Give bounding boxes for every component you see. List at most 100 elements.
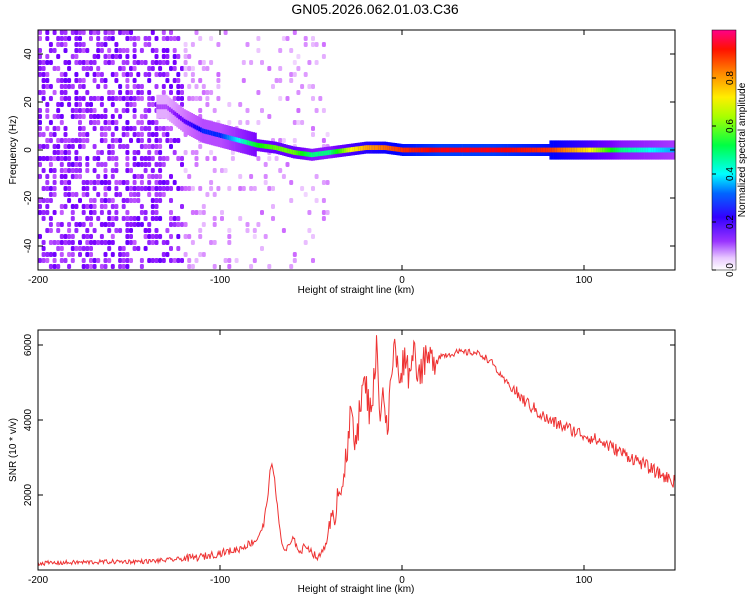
heatmap-cell	[118, 114, 123, 119]
ridge-core	[289, 149, 292, 154]
heatmap-cell	[59, 84, 64, 89]
ridge-core	[462, 147, 465, 153]
heatmap-cell	[256, 90, 261, 95]
heatmap-cell	[99, 102, 104, 107]
heatmap-cell	[205, 192, 210, 197]
heatmap-cell	[150, 156, 155, 161]
heatmap-cell	[70, 168, 75, 173]
heatmap-cell	[114, 42, 119, 47]
heatmap-cell	[154, 162, 159, 167]
heatmap-cell	[289, 48, 294, 53]
heatmap-cell	[180, 66, 184, 71]
colorbar-tick-label: 0.8	[725, 71, 736, 85]
heatmap-cell	[212, 168, 217, 173]
heatmap-cell	[52, 180, 57, 185]
heatmap-cell	[125, 216, 130, 221]
ridge-core	[642, 147, 645, 153]
heatmap-cell	[70, 162, 75, 167]
ridge-core	[485, 147, 488, 153]
heatmap-cell	[212, 108, 217, 113]
heatmap-cell	[48, 228, 53, 233]
heatmap-cell	[59, 234, 64, 239]
heatmap-cell	[63, 204, 68, 209]
ridge-core	[629, 147, 632, 153]
heatmap-cell	[45, 60, 50, 65]
heatmap-cell	[132, 102, 137, 107]
heatmap-cell	[114, 126, 119, 131]
heatmap-cell	[169, 90, 173, 95]
ridge-core	[336, 149, 339, 154]
ridge-core	[567, 147, 570, 153]
ridge-core	[400, 147, 403, 153]
heatmap-cell	[41, 240, 46, 245]
heatmap-cell	[158, 174, 163, 179]
heatmap-cell	[147, 90, 152, 95]
ridge-core	[205, 129, 208, 135]
heatmap-cell	[136, 216, 141, 221]
heatmap-cell	[85, 216, 90, 221]
ridge-core	[585, 147, 588, 153]
heatmap-cell	[125, 198, 130, 203]
heatmap-cell	[281, 174, 286, 179]
heatmap-cell	[92, 228, 97, 233]
ridge-core	[493, 147, 496, 153]
heatmap-cell	[154, 204, 159, 209]
ridge-core	[522, 147, 525, 153]
heatmap-cell	[147, 102, 152, 107]
heatmap-cell	[180, 162, 184, 167]
heatmap-cell	[56, 264, 61, 269]
ridge-core	[449, 147, 452, 153]
ridge-core	[341, 148, 345, 154]
heatmap-cell	[121, 72, 126, 77]
heatmap-cell	[121, 216, 126, 221]
heatmap-cell	[92, 144, 97, 149]
heatmap-cell	[85, 48, 90, 53]
heatmap-cell	[161, 192, 166, 197]
ridge-core	[582, 147, 585, 153]
heatmap-cell	[67, 156, 72, 161]
ridge-core	[292, 150, 295, 155]
heatmap-cell	[81, 180, 86, 185]
heatmap-cell	[129, 66, 133, 71]
heatmap-cell	[85, 102, 90, 107]
heatmap-cell	[169, 234, 173, 239]
heatmap-cell	[56, 246, 61, 251]
heatmap-cell	[220, 210, 224, 215]
heatmap-cell	[256, 156, 261, 161]
heatmap-cell	[183, 60, 188, 65]
heatmap-cell	[143, 162, 148, 167]
heatmap-cell	[260, 60, 264, 65]
heatmap-cell	[52, 48, 57, 53]
heatmap-cell	[41, 66, 46, 71]
heatmap-cell	[278, 48, 283, 53]
colorbar-tick-label: 0.2	[725, 215, 736, 229]
ridge-core	[240, 138, 243, 144]
heatmap-cell	[139, 84, 144, 89]
heatmap-cell	[216, 84, 221, 89]
heatmap-cell	[118, 66, 123, 71]
heatmap-cell	[183, 222, 188, 227]
heatmap-cell	[150, 66, 155, 71]
heatmap-cell	[63, 258, 68, 263]
heatmap-cell	[99, 222, 104, 227]
ridge-core	[565, 147, 568, 153]
heatmap-cell	[121, 258, 126, 263]
heatmap-cell	[249, 264, 254, 269]
heatmap-cell	[136, 60, 141, 65]
heatmap-cell	[139, 48, 144, 53]
ridge-core	[636, 147, 639, 153]
heatmap-cell	[107, 30, 112, 35]
heatmap-cell	[147, 138, 152, 143]
heatmap-cell	[139, 204, 144, 209]
ridge-core	[463, 147, 467, 153]
heatmap-cell	[267, 186, 272, 191]
heatmap-cell	[209, 36, 214, 41]
colorbar-label: Normalized spectral amplitude	[737, 82, 748, 217]
ridge-core	[496, 147, 499, 153]
heatmap-cell	[67, 102, 72, 107]
heatmap-cell	[99, 138, 104, 143]
heatmap-cell	[70, 216, 75, 221]
heatmap-cell	[132, 66, 137, 71]
heatmap-cell	[74, 204, 79, 209]
ridge-core	[602, 147, 605, 153]
